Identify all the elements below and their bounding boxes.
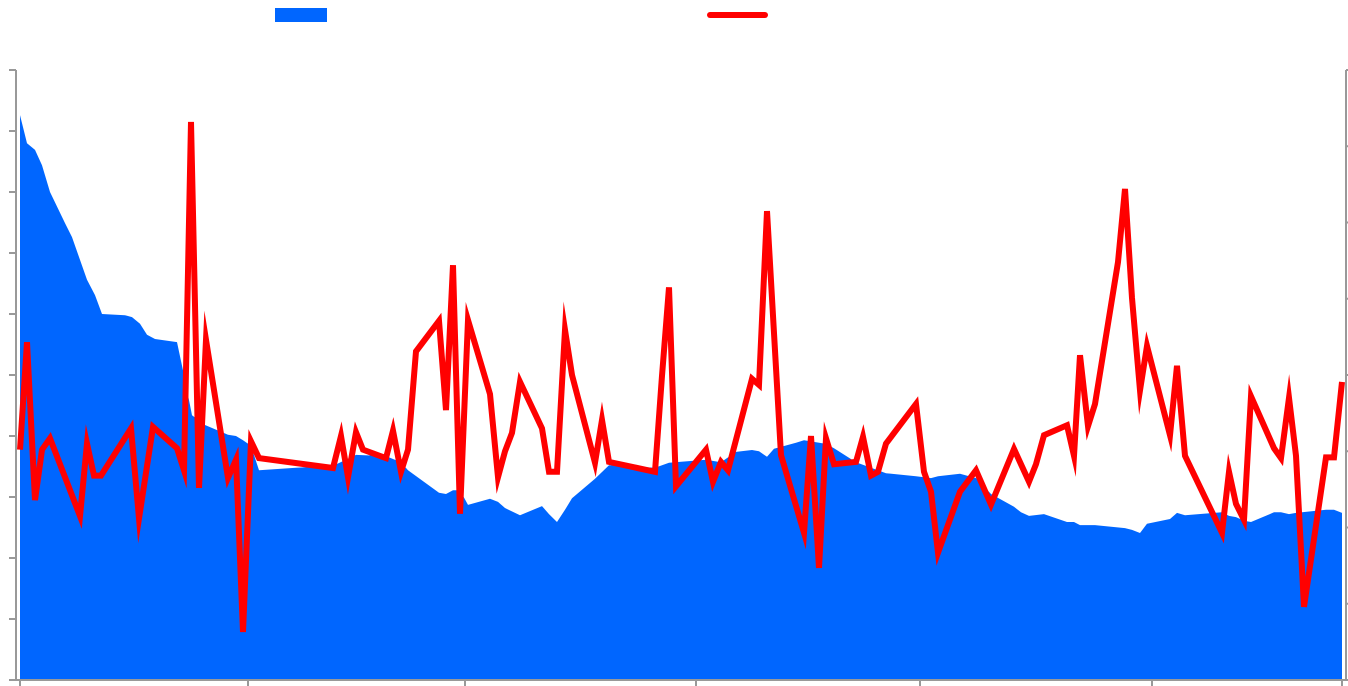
legend-swatch — [275, 8, 327, 22]
area — [20, 115, 1342, 681]
line — [17, 121, 1345, 633]
